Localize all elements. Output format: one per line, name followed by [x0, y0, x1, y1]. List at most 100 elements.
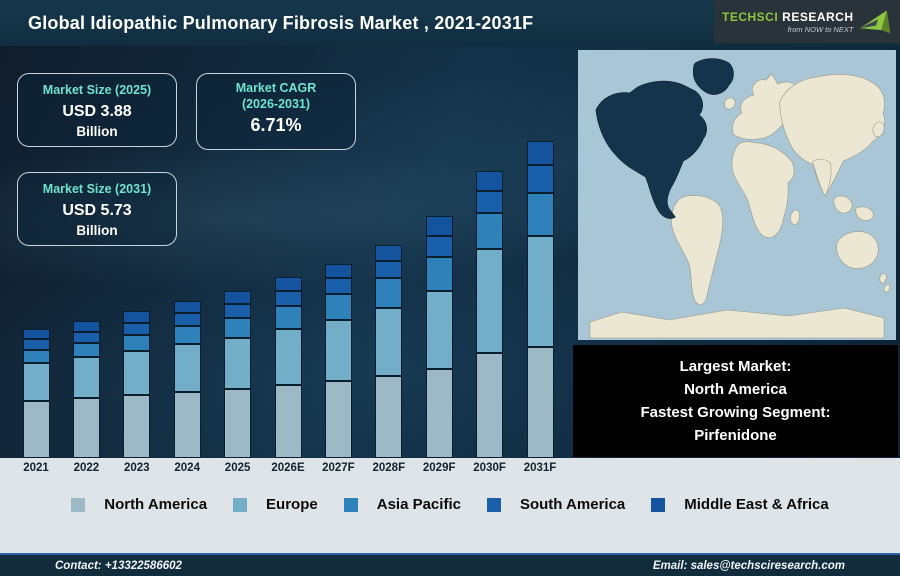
axis-label: 2031F [523, 462, 557, 474]
chart-legend: North America Europe Asia Pacific South Ame… [0, 496, 900, 513]
bar-segment [274, 306, 302, 329]
bar-segment [22, 350, 50, 363]
legend-label: Asia Pacific [376, 496, 461, 513]
map-highlight-regions [595, 58, 734, 219]
card-value: 6.71% [250, 115, 302, 136]
bar-segment [324, 264, 352, 278]
bar-segment [72, 343, 100, 357]
bar-segment [173, 313, 201, 326]
bar-segment [22, 329, 50, 339]
legend-label: North America [104, 496, 208, 513]
info-card-market-cagr: Market CAGR (2026-2031) 6.71% [196, 73, 356, 150]
callout-line: North America [684, 380, 787, 398]
region-greenland [692, 58, 734, 95]
bar-segment [72, 321, 100, 332]
card-heading: Market Size (2025) [42, 83, 152, 97]
bar-segment [123, 351, 151, 395]
bar-segment [375, 245, 403, 261]
bar-segment [476, 353, 504, 458]
legend-swatch-icon [233, 497, 248, 512]
bar-2030F [476, 171, 504, 458]
bar-segment [224, 318, 252, 338]
bar-segment [224, 304, 252, 318]
bar-2022 [72, 321, 100, 458]
bar-segment [375, 261, 403, 278]
bar-segment [72, 357, 100, 398]
card-heading: Market Size (2031) [42, 182, 152, 196]
bar-segment [22, 339, 50, 350]
legend-swatch-icon [651, 497, 666, 512]
bar-segment [476, 249, 504, 353]
bar-segment [375, 308, 403, 376]
card-unit: Billion [76, 222, 118, 238]
card-value: USD 3.88 [62, 102, 132, 120]
legend-label: Europe [266, 496, 318, 513]
axis-label: 2030F [473, 462, 506, 474]
region-north-america [595, 80, 707, 219]
bar-2026E [274, 277, 302, 458]
bar-segment [173, 301, 201, 313]
region-africa [731, 141, 795, 238]
bar-2028F [375, 245, 403, 458]
world-map [578, 50, 896, 340]
bar-segment [22, 401, 50, 458]
callout-line: Fastest Growing Segment: [640, 404, 831, 421]
bar-segment [123, 323, 151, 335]
legend-swatch-icon [343, 497, 358, 512]
card-unit: Billion [76, 123, 118, 139]
card-heading-line1: Market CAGR [235, 81, 317, 95]
bar-segment [173, 344, 201, 392]
company-logo: TechSci Research from NOW to NEXT [714, 0, 900, 43]
email-text: Email: sales@techsciresearch.com [652, 559, 845, 572]
info-card-market-size-2025: Market Size (2025) USD 3.88 Billion [17, 73, 177, 147]
bar-segment [425, 257, 453, 291]
page-title: Global Idiopathic Pulmonary Fibrosis Mar… [28, 13, 534, 33]
region-indonesia [855, 206, 874, 221]
map-land-regions [589, 73, 891, 339]
legend-item: Asia Pacific [343, 496, 461, 513]
bar-2021 [22, 329, 50, 458]
axis-label: 2024 [174, 462, 200, 474]
largest-market-callout: Largest Market: North America Fastest Gr… [573, 345, 898, 457]
axis-label: 2026E [271, 462, 305, 474]
bar-segment [324, 320, 352, 381]
region-new-zealand [879, 273, 891, 293]
bar-segment [274, 385, 302, 458]
bar-segment [425, 291, 453, 369]
region-asia [779, 74, 885, 196]
axis-label: 2028F [372, 462, 406, 474]
logo-tagline: from NOW to NEXT [787, 24, 854, 34]
bar-segment [375, 278, 403, 308]
bar-2024 [173, 301, 201, 458]
bar-segment [224, 291, 252, 304]
bar-segment [274, 329, 302, 385]
bar-segment [425, 369, 453, 458]
legend-item: South America [486, 496, 625, 513]
region-uk [724, 97, 736, 110]
region-india [812, 158, 832, 197]
card-value: USD 5.73 [62, 201, 132, 219]
bar-segment [123, 311, 151, 323]
region-madagascar [790, 209, 800, 226]
bar-segment [526, 165, 554, 193]
bar-2031F [526, 141, 554, 458]
bar-segment [123, 335, 151, 351]
legend-swatch-icon [486, 497, 501, 512]
axis-label: 2027F [322, 462, 355, 474]
bar-segment [123, 395, 151, 458]
bar-2023 [123, 311, 151, 458]
contact-text: Contact: +13322586602 [55, 559, 182, 572]
legend-item: Middle East & Africa [651, 496, 829, 513]
bar-segment [173, 392, 201, 458]
bar-segment [22, 363, 50, 401]
card-heading-line2: (2026-2031) [241, 96, 311, 111]
logo-brand-secondary: Research [782, 9, 854, 24]
chart-footer-strip: 2021 2022 2023 2024 2025 2026E 2027F 2028F 2029F… [0, 458, 900, 553]
region-japan [872, 121, 885, 138]
region-se-asia [833, 195, 853, 214]
bar-segment [375, 376, 403, 458]
legend-item: North America [71, 496, 207, 513]
region-antarctica [589, 307, 885, 339]
bar-segment [476, 191, 504, 213]
